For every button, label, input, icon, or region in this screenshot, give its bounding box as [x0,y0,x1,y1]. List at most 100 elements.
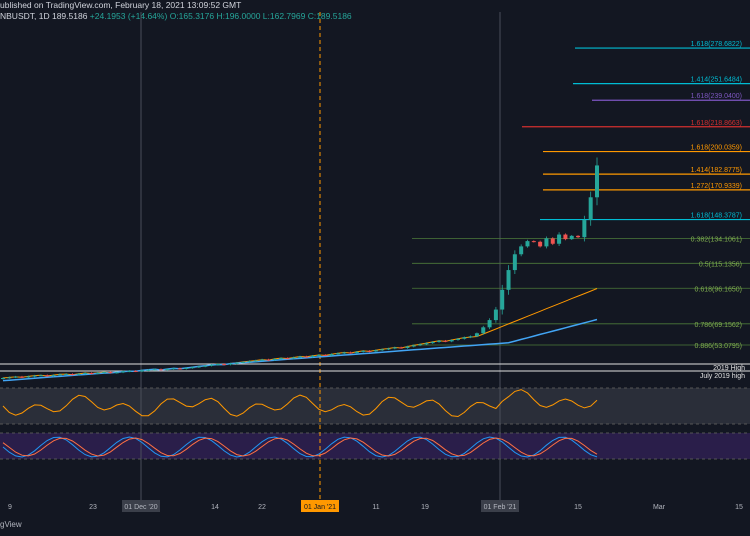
candle [209,364,214,366]
candle [76,373,81,375]
candle [569,235,574,240]
candle [512,254,517,271]
candle [228,363,233,365]
resistance-label: 1.272(170.9339) [691,183,742,190]
resistance-label: 1.618(278.6822) [691,41,742,48]
candle [462,337,467,339]
candle [1,378,5,379]
resistance-label: 1.618(148.3787) [691,213,742,220]
candle [474,333,479,337]
axis-tick-label: 23 [89,504,97,511]
candle [146,369,151,371]
candle [373,350,378,352]
candle [203,365,208,367]
axis-tick-label: Mar [653,504,666,511]
axis-tick-label: 19 [421,504,429,511]
chart-header: ublished on TradingView.com, February 18… [0,0,750,21]
candle [531,241,536,243]
symbol-label: NBUSDT, 1D [0,11,50,21]
candle [392,347,397,349]
candle [550,238,555,244]
candle [121,371,126,373]
candle [215,364,220,366]
candle [57,374,62,376]
resistance-label: 1.618(239.0400) [691,93,742,100]
candle [367,350,372,352]
candle [424,343,429,345]
candle [247,361,252,363]
resistance-label: 1.618(218.8663) [691,120,742,127]
label-2019-high: 2019 High [713,365,745,372]
candle [32,375,37,377]
candle [196,366,201,368]
fib-label: 0.886(53.0795) [695,343,742,350]
candle [563,234,568,240]
candle [588,197,593,221]
resistance-label: 1.414(251.6484) [691,77,742,84]
candle [595,165,599,198]
fib-label: 0.382(134.1061) [691,236,742,243]
candle [487,320,492,328]
candle [19,376,24,378]
candle [316,354,321,356]
candle [310,355,315,357]
candle [430,341,435,344]
candle [335,353,340,355]
candle [102,372,107,374]
candle [493,309,498,321]
candle [241,361,246,363]
candle [576,235,581,238]
axis-tick-highlight [122,500,160,512]
axis-tick-highlight [481,500,519,512]
last-price: 189.5186 [51,11,88,21]
candle [285,358,290,360]
candle [234,362,239,364]
candle [348,352,353,354]
candle [405,346,410,348]
axis-tick-label: 9 [8,504,12,511]
candle [13,376,18,378]
candle [266,359,271,361]
axis-tick-label: 01 Dec '20 [124,504,157,511]
fib-label: 0.5(115.1356) [699,261,742,268]
candle [70,374,75,376]
candle [95,372,100,374]
rsi-line [2,389,598,418]
candle [455,338,460,340]
axis-tick-label: 11 [372,504,379,511]
candle [7,377,12,379]
candle [557,234,562,244]
candle [127,370,132,372]
candle [51,375,56,377]
candle [45,375,50,377]
candle [304,356,309,358]
candle [190,367,195,369]
candle [26,376,31,378]
ohlc-values: O:165.3176 H:196.0000 L:162.7969 C:189.5… [169,11,352,21]
fib-label: 0.786(69.1562) [695,322,742,329]
candle [272,358,277,361]
candle [506,270,511,290]
ma-blue [2,318,598,382]
candle [329,354,334,356]
candle [291,357,296,359]
candle [361,350,366,352]
candle [449,339,454,342]
candle [500,289,505,310]
price-change: +24.1953 (+14.64%) [89,11,168,21]
candle [323,354,328,356]
axis-tick-label: 15 [574,504,582,511]
axis-tick-label: 01 Feb '21 [484,504,517,511]
candle [133,370,138,372]
candle [83,372,88,374]
candle [437,340,442,342]
label-july-2019-high: July 2019 high [700,373,745,380]
x-axis [0,500,750,514]
published-note: ublished on TradingView.com, February 18… [0,0,242,10]
candle [411,345,416,347]
candle [165,369,170,371]
candle [38,375,43,377]
candle [158,369,163,371]
candle [114,372,119,374]
